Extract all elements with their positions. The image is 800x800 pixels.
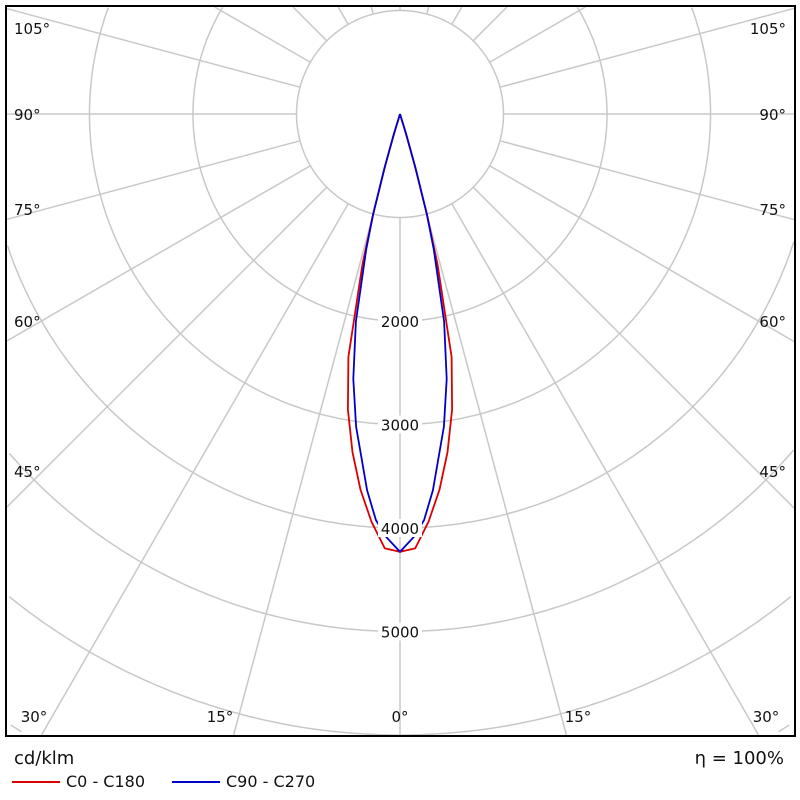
- grid-spoke: [40, 203, 349, 736]
- angle-label-left: 75°: [14, 201, 41, 219]
- angle-label-bottom: 0°: [391, 708, 408, 726]
- legend-label: C90 - C270: [226, 772, 316, 791]
- grid-spoke: [6, 7, 301, 88]
- grid-circle: [400, 7, 712, 426]
- polar-grid: [6, 6, 795, 736]
- axis-labels: 2000 3000 4000 5000 105° 105° 90° 90° 75° 75° 60° 6…: [14, 20, 786, 726]
- angle-label-right: 45°: [759, 463, 786, 481]
- legend-item-c90: C90 - C270: [172, 772, 315, 791]
- angle-label-bottom: 30°: [21, 708, 48, 726]
- grid-spoke: [489, 6, 586, 63]
- grid-spoke: [6, 186, 328, 508]
- grid-spoke: [499, 140, 795, 221]
- chart-frame: [5, 5, 796, 737]
- grid-circle: [400, 6, 608, 322]
- grid-spoke: [6, 140, 301, 221]
- grid-circle: [400, 449, 795, 633]
- grid-spoke: [6, 165, 311, 342]
- angle-label-right: 105°: [750, 20, 786, 38]
- angle-label-right: 60°: [759, 313, 786, 331]
- grid-spoke: [472, 186, 795, 509]
- label-bg: [378, 415, 422, 434]
- grid-spoke: [499, 7, 795, 88]
- angle-label-left: 90°: [14, 106, 41, 124]
- grid-spoke: [451, 6, 463, 25]
- grid-spoke: [451, 203, 760, 736]
- grid-circle: [192, 6, 400, 322]
- grid-circle: [10, 724, 22, 733]
- legend-swatch-blue: [172, 780, 220, 783]
- angle-label-bottom: 30°: [753, 708, 780, 726]
- legend-label: C0 - C180: [66, 772, 146, 791]
- angle-label-bottom: 15°: [565, 708, 592, 726]
- radial-tick-label: 2000: [381, 313, 419, 331]
- grid-circle: [8, 453, 400, 633]
- series-curve-1: [352, 113, 448, 554]
- grid-spoke: [489, 165, 795, 343]
- label-bg: [378, 312, 422, 330]
- grid-circle: [778, 724, 790, 733]
- grid-spoke: [426, 213, 568, 736]
- angle-label-left: 60°: [14, 313, 41, 331]
- angle-label-right: 90°: [759, 106, 786, 124]
- grid-circle: [400, 596, 792, 736]
- grid-circle: [400, 241, 795, 529]
- grid-spoke: [232, 213, 374, 736]
- legend-item-c0: C0 - C180: [12, 772, 145, 791]
- grid-spoke: [426, 6, 430, 15]
- grid-spoke: [214, 6, 311, 63]
- angle-label-bottom: 15°: [207, 708, 234, 726]
- efficiency-label: η = 100%: [694, 748, 784, 769]
- grid-circle: [88, 7, 400, 426]
- label-bg: [378, 622, 422, 641]
- angle-label-right: 75°: [759, 201, 786, 219]
- grid-circle: [6, 245, 400, 529]
- radial-tick-label: 3000: [381, 417, 419, 435]
- radial-tick-label: 5000: [381, 624, 419, 642]
- grid-spoke: [337, 6, 349, 25]
- grid-spoke: [292, 6, 328, 42]
- intensity-curves: [346, 113, 454, 554]
- grid-circle: [8, 596, 400, 736]
- grid-spoke: [370, 6, 374, 15]
- unit-label: cd/klm: [14, 748, 75, 769]
- angle-label-left: 105°: [14, 20, 50, 38]
- angle-label-left: 45°: [14, 463, 41, 481]
- legend-swatch-red: [12, 780, 60, 783]
- radial-tick-label: 4000: [381, 520, 419, 538]
- grid-spoke: [472, 6, 508, 42]
- label-bg: [378, 519, 422, 537]
